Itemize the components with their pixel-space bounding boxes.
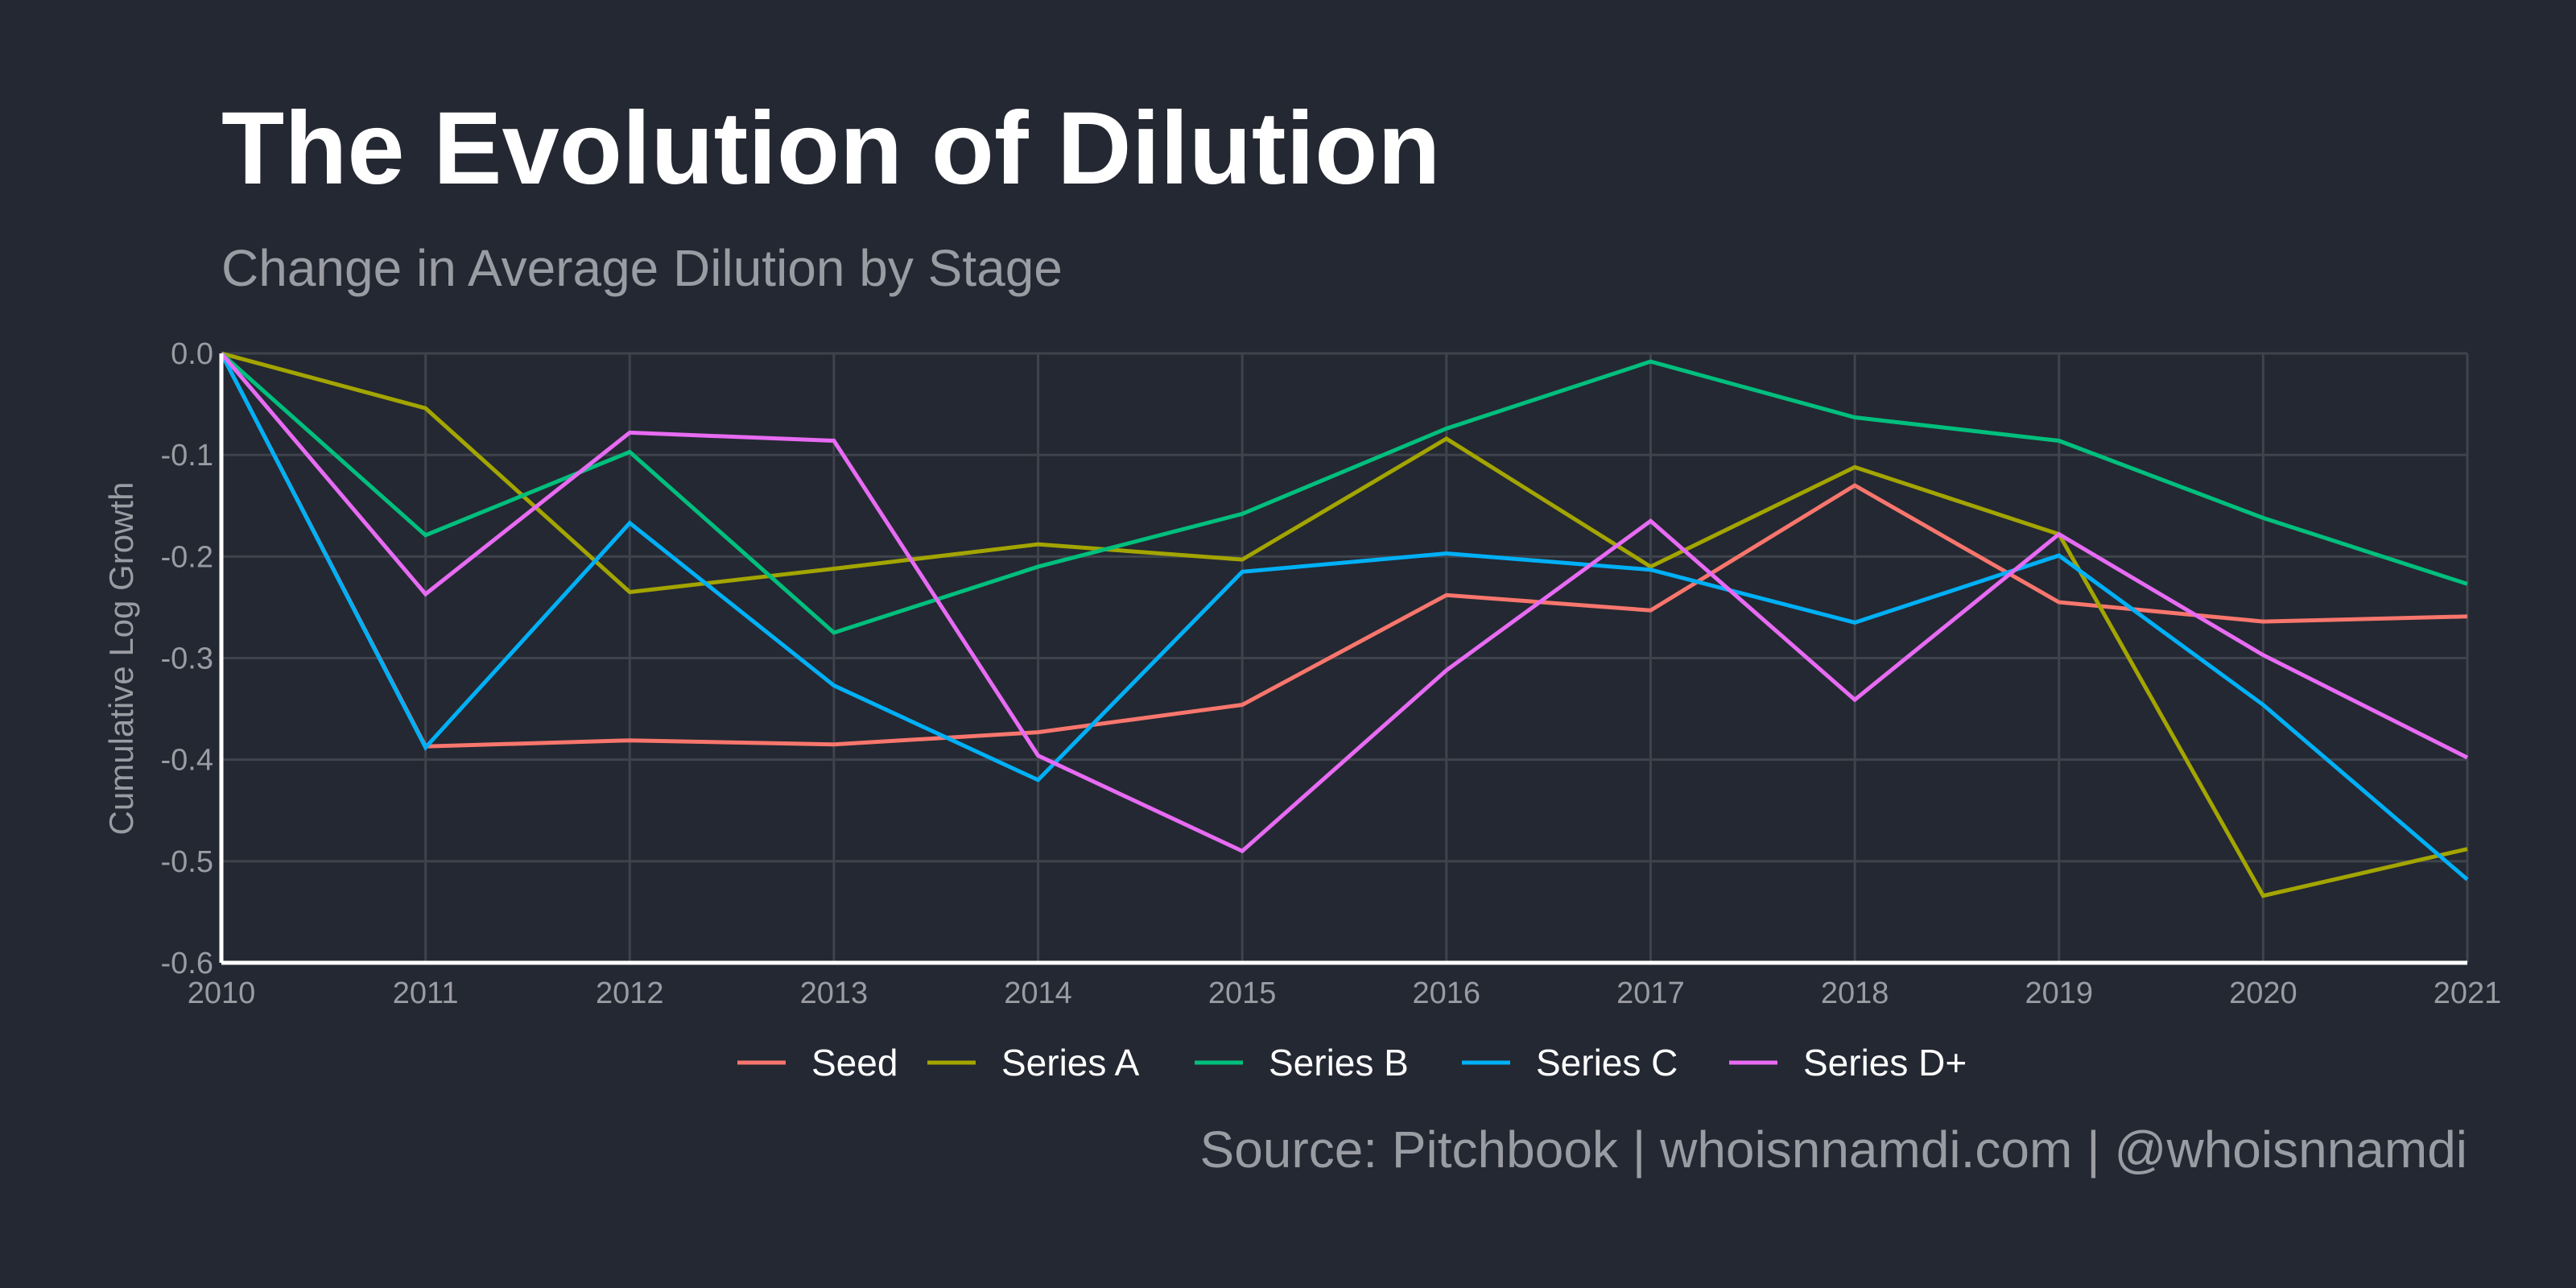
legend-label: Seed: [811, 1042, 898, 1084]
y-axis-title: Cumulative Log Growth: [102, 482, 140, 836]
legend-label: Series D+: [1803, 1042, 1967, 1084]
x-tick-label: 2017: [1616, 976, 1685, 1010]
chart-subtitle: Change in Average Dilution by Stage: [221, 239, 1063, 297]
legend-label: Series C: [1536, 1042, 1678, 1084]
y-tick-label: -0.4: [161, 744, 213, 778]
x-tick-label: 2021: [2434, 976, 2502, 1010]
y-tick-label: 0.0: [171, 337, 213, 371]
legend-item: Series A: [927, 1042, 1140, 1084]
source-caption: Source: Pitchbook | whoisnnamdi.com | @w…: [1200, 1121, 2468, 1179]
x-tick-label: 2010: [188, 976, 256, 1010]
x-tick-label: 2018: [1821, 976, 1889, 1010]
legend-item: Series B: [1195, 1042, 1409, 1084]
y-tick-label: -0.5: [161, 845, 213, 879]
legend-item: Seed: [737, 1042, 898, 1084]
x-tick-label: 2012: [596, 976, 664, 1010]
y-tick-label: -0.1: [161, 439, 213, 473]
chart-title: The Evolution of Dilution: [221, 91, 1440, 206]
series-line-series-b: [220, 352, 2468, 635]
x-tick-label: 2011: [393, 976, 459, 1010]
x-tick-label: 2019: [2025, 976, 2093, 1010]
legend-item: Series C: [1462, 1042, 1678, 1084]
series-line-series-a: [221, 351, 2468, 898]
y-tick-label: -0.3: [161, 642, 213, 676]
legend: Seed Series A Series B Series C Series D+: [737, 1042, 1967, 1084]
y-tick-label: -0.2: [161, 540, 213, 574]
x-tick-label: 2016: [1413, 976, 1481, 1010]
y-tick-label: -0.6: [161, 947, 213, 980]
legend-label: Series B: [1269, 1042, 1409, 1084]
series-line-seed: [219, 352, 2468, 749]
x-tick-label: 2013: [800, 976, 869, 1010]
legend-item: Series D+: [1729, 1042, 1967, 1084]
legend-label: Series A: [1001, 1042, 1140, 1084]
x-tick-label: 2015: [1208, 976, 1277, 1010]
x-tick-label: 2020: [2229, 976, 2297, 1010]
series-line-series-d-: [220, 352, 2469, 854]
series-lines: [219, 351, 2469, 898]
series-line-series-c: [219, 352, 2469, 881]
x-tick-label: 2014: [1004, 976, 1072, 1010]
